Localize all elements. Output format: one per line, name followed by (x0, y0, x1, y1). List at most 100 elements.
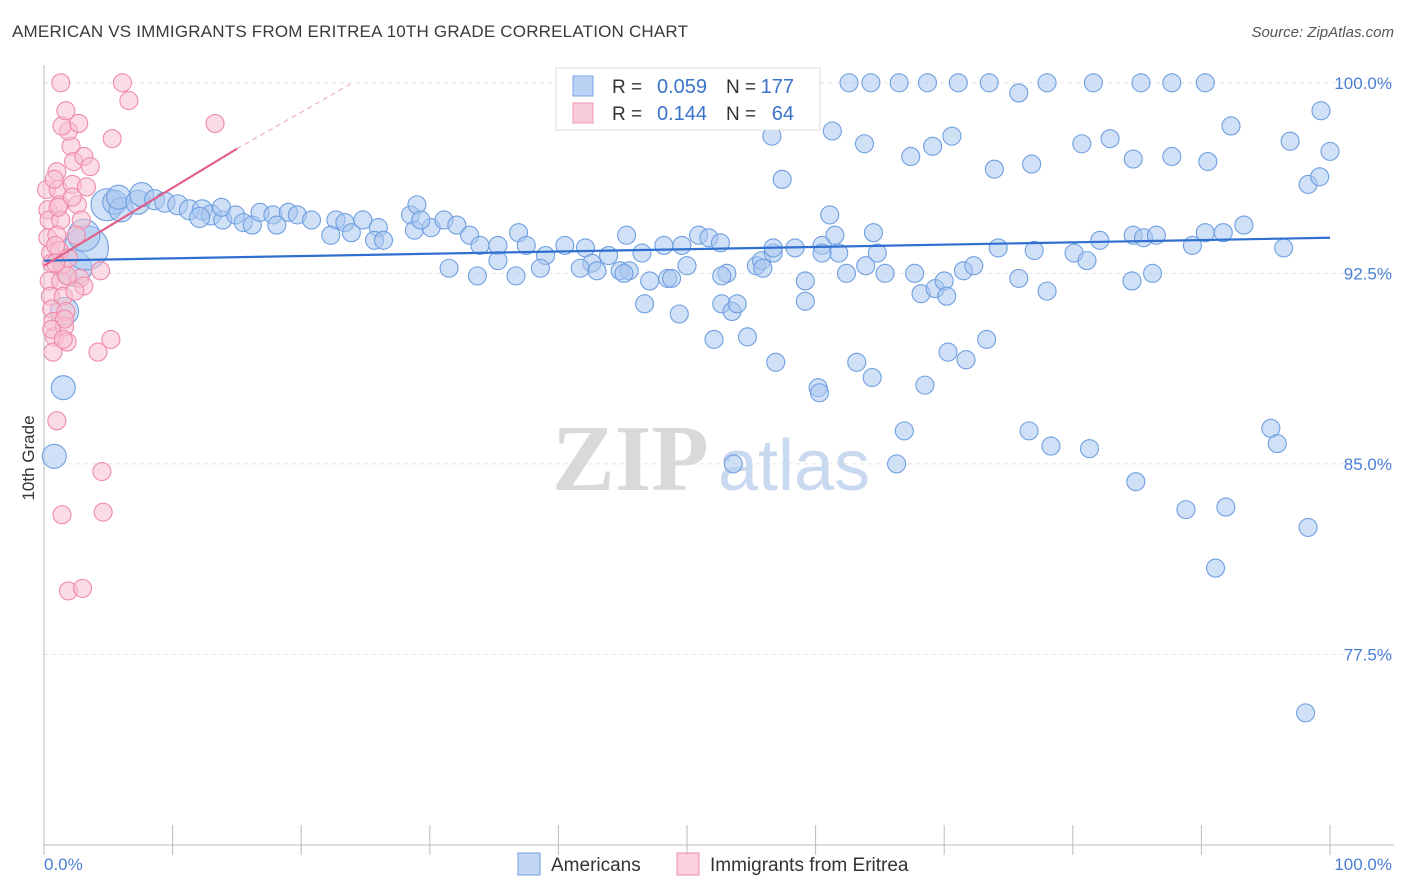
data-point (737, 327, 757, 347)
legend-n-value-1: 64 (772, 103, 794, 125)
data-point (937, 286, 957, 306)
data-point (617, 225, 637, 245)
data-point (984, 159, 1004, 179)
data-point (1213, 223, 1233, 243)
data-point (555, 235, 575, 255)
data-point (119, 91, 139, 111)
data-point (863, 223, 884, 243)
data-point (447, 215, 467, 235)
legend-series-label-0: Americans (551, 855, 641, 876)
data-point (88, 342, 108, 362)
legend-stats-box (555, 67, 821, 131)
trend-line-eritrea-extension (236, 82, 353, 150)
data-point (887, 454, 907, 474)
data-point (1077, 251, 1097, 271)
data-point (1221, 116, 1241, 136)
legend-r-label-1: R = (612, 104, 642, 125)
data-point (73, 578, 93, 598)
data-point (1310, 167, 1330, 187)
data-point (856, 256, 876, 276)
data-point (727, 294, 747, 314)
data-point (915, 375, 935, 395)
data-point (894, 421, 914, 441)
data-point (1142, 263, 1163, 283)
data-point (65, 281, 85, 301)
data-point (1122, 271, 1142, 291)
data-point (1234, 215, 1254, 235)
data-point (439, 258, 459, 278)
data-point (1198, 151, 1218, 172)
data-point (854, 134, 875, 154)
data-point (488, 251, 508, 271)
data-point (861, 73, 881, 93)
data-point (50, 375, 76, 401)
y-tick-label-3: 77.5% (1344, 645, 1392, 664)
data-point (48, 197, 68, 217)
gridlines (44, 82, 1394, 655)
data-point (1090, 230, 1110, 250)
data-point (467, 266, 487, 286)
data-point (1041, 436, 1061, 456)
data-point (1079, 439, 1100, 459)
data-point (672, 235, 692, 255)
data-point (1195, 73, 1215, 93)
data-point (917, 73, 938, 93)
data-point (1126, 472, 1146, 492)
data-point (373, 230, 394, 250)
legend-swatch-1 (572, 102, 594, 124)
legend-n-value-0: 177 (761, 76, 794, 98)
data-point (1037, 73, 1057, 93)
watermark-atlas: atlas (718, 426, 870, 506)
data-point (677, 256, 697, 276)
data-point (55, 309, 75, 329)
data-point (1131, 73, 1151, 93)
data-point (301, 210, 322, 230)
x-tick-labels: 0.0% 100.0% (44, 855, 1392, 874)
data-point (62, 187, 82, 207)
data-point (47, 411, 67, 431)
legend-series-label-1: Immigrants from Eritrea (710, 855, 909, 876)
data-point (1019, 421, 1039, 441)
data-point (669, 304, 689, 324)
chart-title: AMERICAN VS IMMIGRANTS FROM ERITREA 10TH… (12, 22, 689, 41)
data-point (1083, 73, 1103, 93)
data-point (862, 367, 882, 388)
data-point (92, 461, 112, 482)
data-point (91, 261, 111, 281)
data-point (1024, 240, 1044, 261)
data-point (640, 271, 660, 291)
data-point (766, 352, 786, 372)
data-point (901, 146, 921, 167)
data-point (205, 113, 225, 133)
data-point (847, 352, 867, 372)
data-point (704, 329, 724, 349)
data-point (905, 263, 925, 283)
data-point (723, 454, 743, 474)
watermark-zip: ZIP (552, 407, 709, 511)
data-point (1162, 146, 1182, 167)
data-point (211, 197, 232, 217)
data-point (1280, 131, 1300, 151)
data-point (353, 210, 373, 230)
data-point (112, 73, 132, 93)
legend-r-value-1: 0.144 (657, 103, 707, 125)
legend-series-swatch-0 (517, 852, 541, 876)
data-point (1162, 73, 1182, 93)
data-point (102, 129, 122, 149)
data-point (267, 215, 287, 235)
data-point (1100, 129, 1120, 149)
data-point (839, 73, 859, 93)
legend-swatch-0 (572, 75, 594, 97)
data-point (964, 256, 984, 276)
data-point (875, 263, 895, 283)
data-point (710, 233, 730, 253)
data-point (1311, 101, 1331, 121)
data-point (1296, 703, 1316, 723)
data-point (820, 205, 840, 225)
data-point (570, 258, 590, 278)
data-point (43, 342, 63, 362)
data-point (812, 243, 832, 263)
data-point (93, 502, 113, 522)
legend-series: Americans Immigrants from Eritrea (517, 852, 909, 876)
legend-n-label-0: N = (726, 77, 756, 98)
